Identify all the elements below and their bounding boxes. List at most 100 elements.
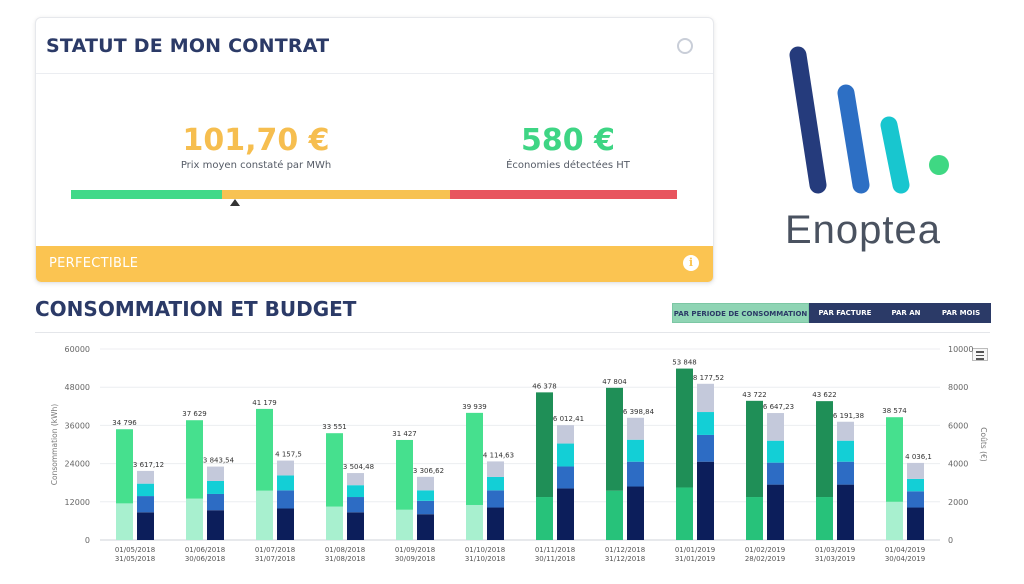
contract-status-card: STATUT DE MON CONTRAT 101,70 € Prix moye… <box>35 17 714 283</box>
cost-data-label: 3 843,54 <box>203 457 235 465</box>
cost-bar-segment <box>767 484 784 540</box>
tab-par-facture[interactable]: PAR FACTURE <box>809 303 881 323</box>
consumption-bar-lower <box>116 503 133 540</box>
cost-bar-segment <box>697 383 714 413</box>
logo-wordmark: Enoptea <box>785 208 942 252</box>
y2-tick-label: 8000 <box>948 383 968 392</box>
cost-bar-segment <box>207 510 224 540</box>
cost-bar-segment <box>557 443 574 467</box>
x-tick-label: 01/04/2019 <box>885 546 925 554</box>
cost-bar-segment <box>557 466 574 489</box>
cost-bar-segment <box>697 412 714 435</box>
cost-data-label: 4 157,5 <box>275 451 302 459</box>
x-tick-label: 01/11/2018 <box>535 546 575 554</box>
y-tick-label: 12000 <box>65 498 90 507</box>
cost-bar-segment <box>907 507 924 540</box>
x-tick-label: 01/10/2018 <box>465 546 505 554</box>
cost-bar-segment <box>207 493 224 511</box>
consumption-data-label: 34 796 <box>112 419 137 427</box>
x-tick-label: 31/01/2019 <box>675 555 715 563</box>
cost-bar-segment <box>557 488 574 540</box>
consumption-bar-upper <box>466 412 483 505</box>
x-tick-label: 01/03/2019 <box>815 546 855 554</box>
x-tick-label: 31/03/2019 <box>815 555 855 563</box>
cost-bar-segment <box>417 490 434 501</box>
consumption-data-label: 41 179 <box>252 399 277 407</box>
x-tick-label: 01/12/2018 <box>605 546 645 554</box>
consumption-budget-chart: 0 12000 24000 36000 48000 60000 0 2000 4000 6000 8… <box>50 345 988 563</box>
consumption-data-label: 37 629 <box>182 410 207 418</box>
y2-tick-label: 0 <box>948 536 953 545</box>
gauge-segment-medium <box>222 190 450 199</box>
tab-par-mois[interactable]: PAR MOIS <box>931 303 991 323</box>
status-footer: PERFECTIBLE i <box>36 246 713 282</box>
cost-bar-segment <box>487 507 504 540</box>
cost-bar-segment <box>487 490 504 508</box>
consumption-bar-upper <box>116 429 133 504</box>
period-tabs: PAR PERIODE DE CONSOMMATION PAR FACTURE … <box>672 303 991 323</box>
cost-bar-segment <box>837 461 854 485</box>
y-tick-label: 0 <box>85 536 90 545</box>
consumption-bar-lower <box>606 490 623 540</box>
savings-value: 580 € <box>521 123 615 158</box>
cost-bar-segment <box>627 439 644 462</box>
consumption-data-label: 43 722 <box>742 391 767 399</box>
x-tick-label: 28/02/2019 <box>745 555 785 563</box>
cost-bar-segment <box>627 486 644 540</box>
consumption-bar-lower <box>256 490 273 540</box>
consumption-bar-upper <box>816 401 833 498</box>
divider <box>36 73 713 74</box>
status-gauge <box>71 190 677 199</box>
consumption-bar-lower <box>536 497 553 540</box>
x-tick-label: 31/07/2018 <box>255 555 295 563</box>
cost-bar-segment <box>837 421 854 441</box>
cost-bar-segment <box>347 473 364 486</box>
cost-bar-segment <box>627 461 644 487</box>
consumption-data-label: 53 848 <box>672 359 697 367</box>
y2-axis-title: Coûts (€) <box>979 427 988 462</box>
gauge-marker-icon <box>230 199 240 206</box>
x-tick-label: 30/06/2018 <box>185 555 225 563</box>
cost-bar-segment <box>907 491 924 508</box>
enoptea-logo <box>789 46 949 194</box>
cost-data-label: 6 398,84 <box>623 408 655 416</box>
consumption-bar-upper <box>886 417 903 502</box>
cost-bar-segment <box>137 483 154 497</box>
consumption-bar-lower <box>466 504 483 540</box>
cost-data-label: 3 617,12 <box>133 461 164 469</box>
cost-bar-segment <box>347 512 364 540</box>
cost-data-label: 3 306,62 <box>413 467 444 475</box>
consumption-bar-upper <box>396 439 413 510</box>
x-tick-label: 01/07/2018 <box>255 546 295 554</box>
gauge-segment-good <box>71 190 222 199</box>
cost-bar-segment <box>907 478 924 492</box>
cost-bar-segment <box>487 461 504 477</box>
cost-bar-segment <box>627 417 644 440</box>
tab-par-periode[interactable]: PAR PERIODE DE CONSOMMATION <box>672 303 809 323</box>
cost-bar-segment <box>417 514 434 540</box>
cost-data-label: 6 012,41 <box>553 415 584 423</box>
consumption-bar-upper <box>326 433 343 507</box>
section-title: CONSOMMATION ET BUDGET <box>35 297 357 321</box>
x-tick-label: 30/09/2018 <box>395 555 435 563</box>
price-value: 101,70 € <box>182 123 330 158</box>
chart-menu-icon[interactable] <box>972 348 988 361</box>
cost-data-label: 3 504,48 <box>343 463 374 471</box>
card-title: STATUT DE MON CONTRAT <box>46 35 330 57</box>
cost-bar-segment <box>277 508 294 540</box>
savings-kpi: 580 € Économies détectées HT <box>468 123 668 171</box>
info-icon[interactable]: i <box>683 255 699 271</box>
consumption-data-label: 43 622 <box>812 391 837 399</box>
cost-bar-segment <box>417 476 434 491</box>
x-tick-label: 01/02/2019 <box>745 546 785 554</box>
consumption-bar-upper <box>606 387 623 491</box>
cost-bar-segment <box>137 496 154 513</box>
tab-par-an[interactable]: PAR AN <box>881 303 931 323</box>
consumption-bar-lower <box>326 506 343 540</box>
cost-data-label: 4 114,63 <box>483 451 514 459</box>
section-divider <box>35 332 990 333</box>
cost-bar-segment <box>277 475 294 491</box>
status-circle-icon[interactable] <box>677 38 693 54</box>
cost-data-label: 4 036,1 <box>905 453 932 461</box>
